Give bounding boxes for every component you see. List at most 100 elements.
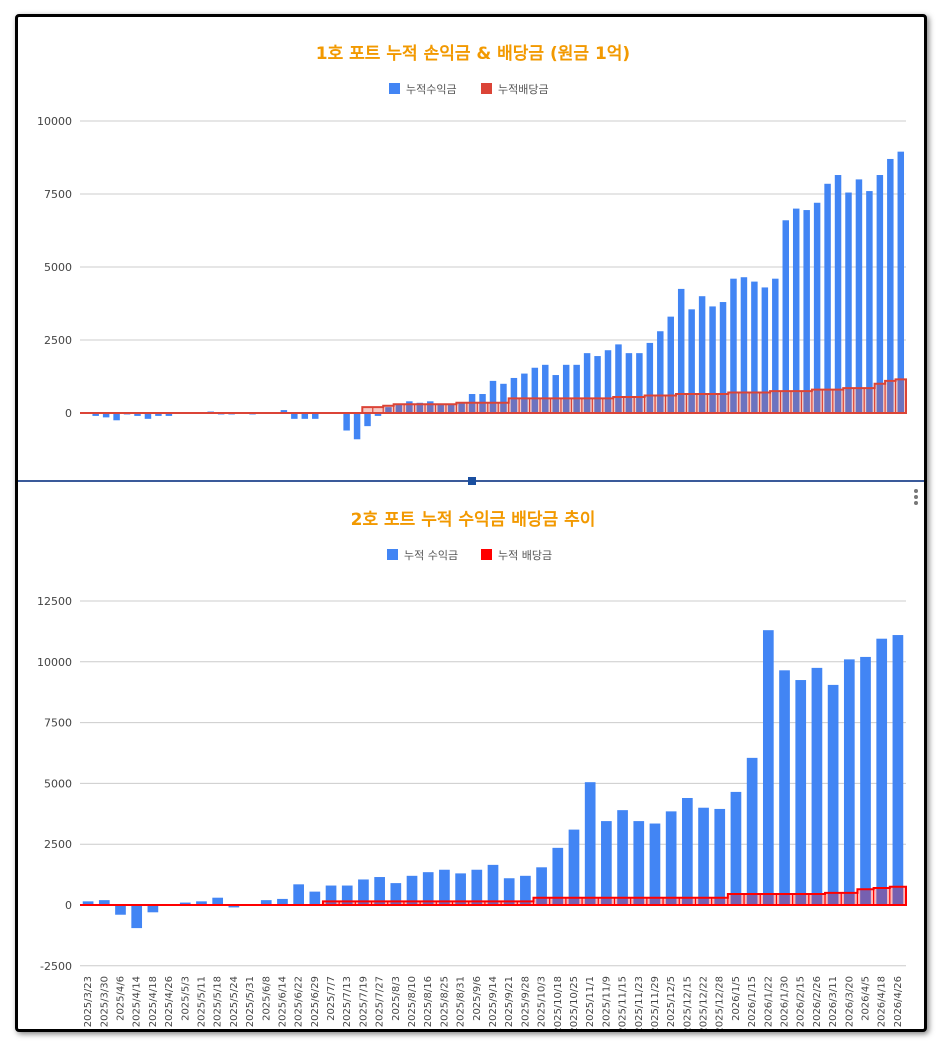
profit-bar xyxy=(144,413,152,419)
x-tick-label: 2025/8/31 xyxy=(456,976,467,1027)
profit-bar xyxy=(113,413,120,421)
profit-bar xyxy=(746,757,758,905)
profit-bar xyxy=(730,791,742,905)
profit-bar xyxy=(887,158,894,413)
profit-bar xyxy=(834,175,842,413)
profit-bar xyxy=(228,905,240,908)
x-tick-label: 2026/1/30 xyxy=(780,976,791,1027)
profit-bar xyxy=(427,401,434,413)
profit-bar xyxy=(636,353,643,413)
profit-bar xyxy=(803,210,810,413)
x-tick-label: 2026/1/22 xyxy=(763,976,774,1027)
x-tick-label: 2025/5/18 xyxy=(213,976,224,1027)
profit-bar xyxy=(698,296,706,413)
profit-bar xyxy=(487,864,499,905)
profit-bar xyxy=(155,413,162,416)
x-tick-label: 2026/4/18 xyxy=(877,976,888,1027)
profit-bar xyxy=(102,413,110,418)
x-tick-label: 2025/5/11 xyxy=(196,976,207,1027)
profit-bar xyxy=(568,829,580,905)
y-tick-label: 5000 xyxy=(44,261,72,274)
profit-bar xyxy=(657,331,664,413)
profit-bar xyxy=(811,667,823,905)
x-tick-label: 2025/9/6 xyxy=(472,976,483,1021)
x-tick-label: 2025/3/30 xyxy=(99,976,110,1027)
profit-bar xyxy=(531,367,539,413)
profit-bar xyxy=(897,151,905,413)
profit-bar xyxy=(500,383,507,413)
profit-bar xyxy=(489,380,497,413)
profit-bar xyxy=(196,901,207,905)
legend-swatch-profit-2 xyxy=(387,549,398,560)
profit-bar xyxy=(458,402,465,413)
profit-bar xyxy=(601,821,612,905)
profit-bar xyxy=(845,192,852,413)
y-tick-label: 5000 xyxy=(44,777,72,790)
more-options-icon[interactable] xyxy=(914,489,918,505)
profit-bar xyxy=(353,413,361,440)
x-tick-label: 2025/7/27 xyxy=(375,976,386,1027)
profit-bar xyxy=(698,807,709,905)
profit-bar xyxy=(291,413,298,419)
profit-bar xyxy=(604,350,612,413)
profit-bar xyxy=(860,656,871,905)
legend-label-dividend-2: 누적 배당금 xyxy=(498,549,552,562)
y-tick-label: 2500 xyxy=(44,838,72,851)
profit-bar xyxy=(312,413,319,419)
x-tick-label: 2025/11/15 xyxy=(618,976,629,1032)
x-tick-label: 2025/6/8 xyxy=(261,976,272,1021)
profit-bar xyxy=(772,278,779,413)
x-tick-label: 2025/5/31 xyxy=(245,976,256,1027)
profit-bar xyxy=(709,306,716,413)
profit-bar xyxy=(471,869,483,905)
x-tick-label: 2026/2/26 xyxy=(812,976,823,1027)
profit-bar xyxy=(406,875,418,905)
chart-1-title: 1호 포트 누적 손익금 & 배당금 (원금 1억) xyxy=(316,44,630,64)
x-tick-label: 2026/2/15 xyxy=(796,976,807,1027)
x-tick-label: 2025/7/19 xyxy=(358,976,369,1027)
profit-bar xyxy=(165,413,173,416)
profit-bar xyxy=(792,208,800,413)
profit-bar xyxy=(437,404,444,413)
profit-bar xyxy=(390,883,402,905)
y-tick-label: 10000 xyxy=(37,115,72,128)
y-tick-label: 12500 xyxy=(37,595,72,608)
profit-bar xyxy=(510,377,518,413)
y-tick-label: 0 xyxy=(65,407,72,420)
resize-handle[interactable] xyxy=(468,477,476,485)
legend-label-profit-2: 누적 수익금 xyxy=(404,549,458,562)
chart-frame: 1호 포트 누적 손익금 & 배당금 (원금 1억) 누적수익금 누적배당금 1… xyxy=(15,14,927,1032)
profit-bar xyxy=(503,878,515,905)
profit-bar xyxy=(740,277,748,413)
x-tick-label: 2025/8/10 xyxy=(407,976,418,1027)
profit-bar xyxy=(827,684,839,905)
profit-bar xyxy=(665,811,677,905)
x-tick-label: 2025/10/25 xyxy=(569,976,580,1032)
legend-label-profit-1: 누적수익금 xyxy=(406,83,457,96)
profit-bar xyxy=(343,413,350,431)
profit-bar xyxy=(552,375,559,413)
profit-bar xyxy=(617,810,628,905)
x-tick-label: 2025/4/18 xyxy=(148,976,159,1027)
profit-bar xyxy=(212,897,224,905)
profit-bar xyxy=(179,902,191,905)
profit-bar xyxy=(584,782,596,905)
x-tick-label: 2025/11/29 xyxy=(650,976,661,1032)
profit-bar xyxy=(455,873,466,905)
x-tick-label: 2026/1/5 xyxy=(731,976,742,1021)
profit-bar xyxy=(416,402,424,413)
x-tick-label: 2025/12/15 xyxy=(682,976,693,1032)
x-tick-label: 2025/8/25 xyxy=(439,976,450,1027)
profit-bar xyxy=(439,869,450,905)
profit-bar xyxy=(688,309,695,413)
profit-bar xyxy=(615,344,622,413)
profit-bar xyxy=(782,220,790,413)
x-tick-label: 2025/10/3 xyxy=(537,976,548,1027)
profit-bar xyxy=(843,659,855,905)
x-tick-label: 2026/4/5 xyxy=(861,976,872,1021)
x-tick-label: 2025/11/9 xyxy=(601,976,612,1027)
profit-bar xyxy=(134,413,141,416)
profit-bar xyxy=(277,898,288,905)
x-tick-label: 2025/6/14 xyxy=(277,976,288,1027)
y-tick-label: -2500 xyxy=(40,960,72,973)
